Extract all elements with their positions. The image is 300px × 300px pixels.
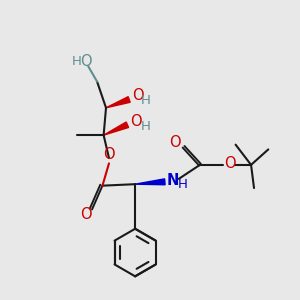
Text: O: O <box>224 157 236 172</box>
Text: O: O <box>132 88 143 104</box>
Polygon shape <box>103 122 129 135</box>
Text: O: O <box>80 207 91 222</box>
Text: H: H <box>141 94 151 107</box>
Text: H: H <box>71 55 81 68</box>
Text: O: O <box>103 147 115 162</box>
Text: O: O <box>130 114 142 129</box>
Text: N: N <box>167 173 179 188</box>
Text: O: O <box>169 135 181 150</box>
Polygon shape <box>106 97 130 108</box>
Text: H: H <box>178 178 188 191</box>
Polygon shape <box>135 179 165 185</box>
Text: H: H <box>140 120 150 133</box>
Text: O: O <box>81 54 92 69</box>
